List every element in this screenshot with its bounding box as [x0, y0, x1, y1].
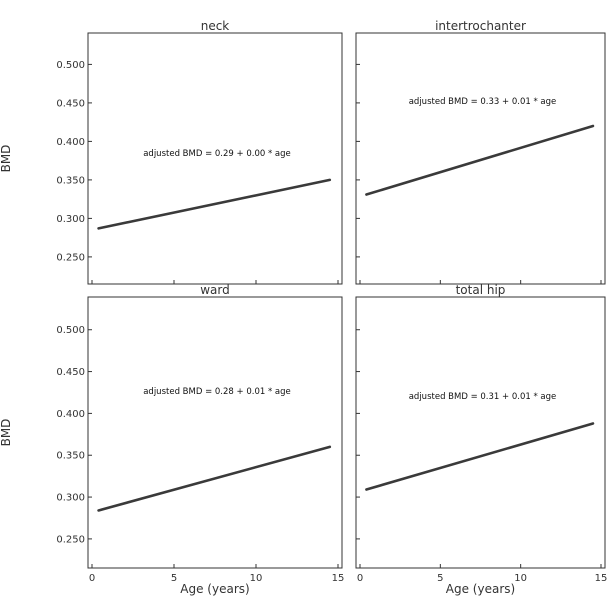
regression-equation: adjusted BMD = 0.31 + 0.01 * age — [409, 392, 557, 402]
x-tick-label: 5 — [171, 573, 177, 584]
y-axis-label: BMD — [0, 419, 13, 447]
x-tick-label: 10 — [514, 573, 527, 584]
y-tick-label: 0.500 — [56, 60, 85, 71]
regression-equation: adjusted BMD = 0.29 + 0.00 * age — [143, 149, 291, 159]
y-tick-label: 0.350 — [56, 175, 85, 186]
x-tick-label: 5 — [437, 573, 443, 584]
panel-title-ward: ward — [200, 283, 230, 297]
panel-title-total-hip: total hip — [456, 283, 506, 297]
regression-equation: adjusted BMD = 0.33 + 0.01 * age — [409, 97, 557, 107]
y-tick-label: 0.350 — [56, 451, 85, 462]
x-tick-label: 0 — [357, 573, 363, 584]
regression-line-neck — [97, 178, 332, 230]
panel-title-intertrochanter: intertrochanter — [435, 19, 526, 33]
panel-frame-intertrochanter — [355, 32, 606, 285]
y-tick-label: 0.450 — [56, 98, 85, 109]
x-tick-label: 0 — [89, 573, 95, 584]
y-tick-label: 0.500 — [56, 325, 85, 336]
y-axis-label: BMD — [0, 145, 13, 173]
x-tick-label: 15 — [595, 573, 608, 584]
y-tick-label: 0.250 — [56, 534, 85, 545]
regression-line-intertrochanter — [365, 124, 595, 196]
panel-title-neck: neck — [201, 19, 230, 33]
x-tick-label: 10 — [250, 573, 263, 584]
regression-line-total-hip — [365, 422, 595, 491]
x-axis-label: Age (years) — [180, 582, 249, 596]
panel-frame-neck — [87, 32, 343, 285]
x-axis-label: Age (years) — [446, 582, 515, 596]
panel-frame-total-hip — [355, 296, 606, 569]
y-tick-label: 0.400 — [56, 137, 85, 148]
x-tick-label: 15 — [332, 573, 345, 584]
y-tick-label: 0.300 — [56, 214, 85, 225]
y-tick-label: 0.400 — [56, 409, 85, 420]
y-tick-label: 0.300 — [56, 493, 85, 504]
panel-frame-ward — [87, 296, 343, 569]
regression-equation: adjusted BMD = 0.28 + 0.01 * age — [143, 387, 291, 397]
y-tick-label: 0.450 — [56, 367, 85, 378]
regression-line-ward — [97, 445, 332, 512]
y-tick-label: 0.250 — [56, 252, 85, 263]
